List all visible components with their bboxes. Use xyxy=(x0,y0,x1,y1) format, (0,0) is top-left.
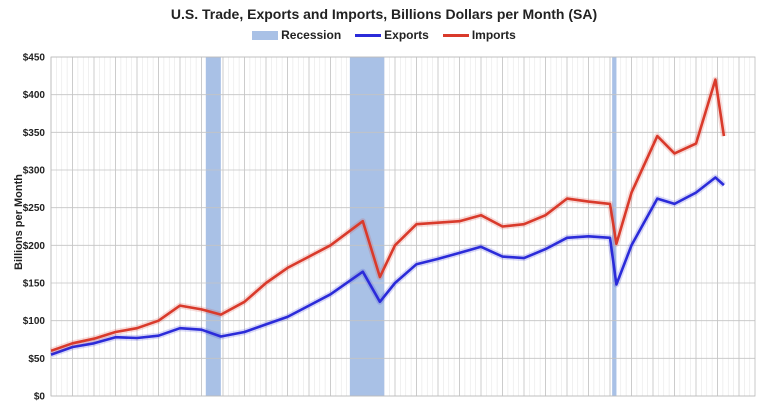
legend-imports: Imports xyxy=(442,28,516,42)
legend-label: Recession xyxy=(281,28,342,42)
exports-line xyxy=(50,176,725,356)
y-tick-label: $400 xyxy=(23,90,46,101)
chart-title: U.S. Trade, Exports and Imports, Billion… xyxy=(170,6,598,22)
y-tick-label: $300 xyxy=(23,166,46,177)
legend-exports: Exports xyxy=(355,28,429,42)
y-tick-label: $100 xyxy=(23,316,46,327)
y-tick-label: $200 xyxy=(23,241,46,252)
recession-swatch xyxy=(252,30,279,40)
y-tick-label: $350 xyxy=(23,128,46,139)
legend-recession: Recession xyxy=(252,28,341,42)
exports-swatch xyxy=(355,33,382,37)
chart-legend: Recession Exports Imports xyxy=(0,28,768,42)
y-tick-label: $50 xyxy=(28,354,45,365)
legend-label: Imports xyxy=(471,28,516,42)
y-tick-label: $450 xyxy=(23,53,46,64)
imports-swatch xyxy=(442,33,469,37)
imports-line xyxy=(50,78,726,353)
legend-label: Exports xyxy=(384,28,429,42)
y-tick-label: $250 xyxy=(23,203,46,214)
recession-band xyxy=(205,57,221,396)
y-tick-label: $150 xyxy=(23,279,46,290)
y-tick-label: $0 xyxy=(34,392,46,403)
